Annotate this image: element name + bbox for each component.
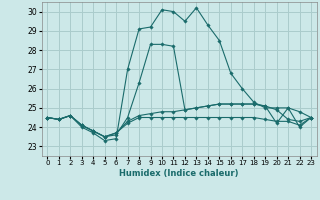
X-axis label: Humidex (Indice chaleur): Humidex (Indice chaleur) — [119, 169, 239, 178]
